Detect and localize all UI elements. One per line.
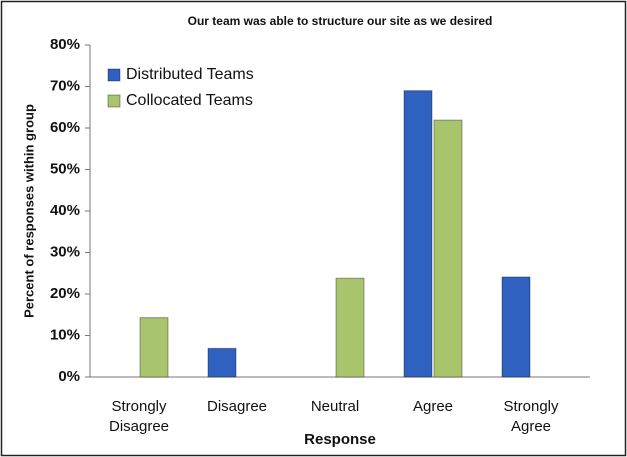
y-tick-label: 10%	[50, 326, 80, 343]
y-tick-label: 30%	[50, 243, 80, 260]
x-tick-label: Strongly Agree	[503, 398, 559, 435]
y-tick-label: 20%	[50, 285, 80, 302]
y-tick-label: 0%	[58, 368, 80, 385]
bar	[433, 119, 463, 378]
x-tick-label: Neutral	[311, 398, 359, 415]
x-tick-label: Strongly Disagree	[109, 398, 169, 435]
legend-swatch	[107, 94, 121, 108]
chart-title: Our team was able to structure our site …	[188, 14, 493, 28]
y-tick-label: 60%	[50, 119, 80, 136]
bar	[335, 277, 365, 378]
x-tick-label: Agree	[413, 398, 453, 415]
x-tick-label: Disagree	[207, 398, 267, 415]
x-axis-label: Response	[304, 431, 376, 448]
y-tick-label: 40%	[50, 202, 80, 219]
y-axis-label: Percent of responses within group	[21, 104, 36, 318]
bar	[403, 90, 433, 378]
bar	[139, 317, 169, 378]
y-tick-label: 80%	[50, 36, 80, 53]
legend-swatch	[107, 68, 121, 82]
legend-label: Collocated Teams	[126, 92, 253, 109]
legend-label: Distributed Teams	[126, 66, 254, 83]
y-tick-label: 70%	[50, 77, 80, 94]
y-tick-label: 50%	[50, 160, 80, 177]
bar	[207, 347, 237, 378]
bar	[501, 276, 531, 378]
